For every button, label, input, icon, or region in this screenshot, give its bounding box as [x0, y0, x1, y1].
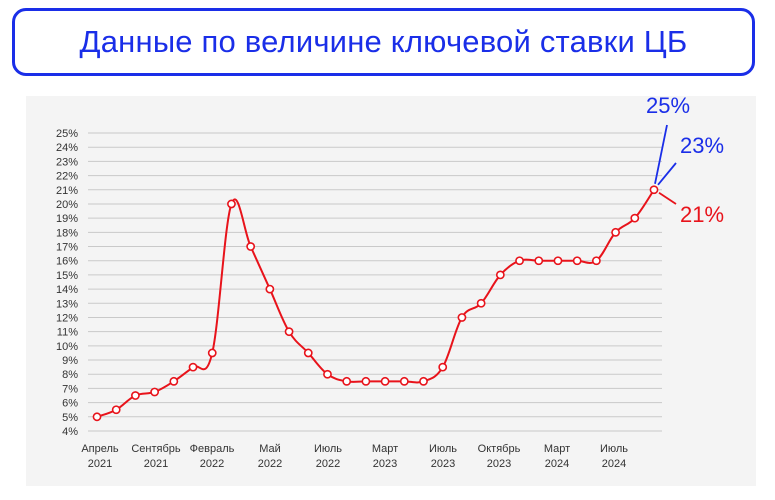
x-tick-label: Март [544, 443, 570, 455]
data-point [457, 313, 467, 322]
x-tick-label: Июль [314, 443, 342, 455]
data-point [342, 376, 352, 386]
y-tick-label: 12% [56, 312, 78, 324]
title-box: Данные по величине ключевой ставки ЦБ [12, 8, 755, 76]
x-tick-label: Март [372, 443, 398, 455]
data-point [111, 405, 121, 415]
x-tick-year: 2021 [88, 458, 112, 470]
annotation-21: 21% [680, 202, 724, 227]
x-tick-label: Октябрь [478, 443, 521, 455]
data-point [265, 284, 275, 294]
y-tick-label: 15% [56, 270, 78, 282]
y-tick-label: 14% [56, 284, 78, 296]
y-tick-label: 21% [56, 185, 78, 197]
x-tick-label: Апрель [81, 443, 119, 455]
data-point [611, 227, 620, 237]
y-tick-label: 19% [56, 213, 78, 225]
data-point [380, 376, 390, 386]
data-point [207, 348, 217, 358]
y-tick-label: 8% [62, 369, 78, 381]
annotation-25: 25% [646, 93, 690, 118]
data-point [323, 369, 332, 379]
x-tick-label: Июль [429, 443, 457, 455]
data-point [188, 362, 198, 372]
page-title: Данные по величине ключевой ставки ЦБ [79, 24, 688, 59]
y-tick-label: 13% [56, 298, 78, 310]
y-tick-label: 4% [62, 426, 78, 438]
y-tick-label: 7% [62, 383, 78, 395]
x-tick-year: 2022 [258, 458, 282, 470]
y-tick-label: 18% [56, 227, 78, 239]
x-tick-label: Июль [600, 443, 628, 455]
data-point [419, 376, 428, 386]
data-point [303, 348, 313, 358]
y-tick-label: 20% [56, 199, 78, 211]
data-point [649, 185, 659, 195]
y-tick-label: 22% [56, 171, 78, 183]
data-point [361, 376, 371, 386]
data-point [246, 242, 256, 251]
data-point [169, 376, 179, 386]
data-point [92, 412, 102, 422]
leader-23 [657, 162, 677, 186]
data-point [131, 391, 140, 400]
x-tick-year: 2023 [431, 458, 455, 470]
x-tick-year: 2023 [487, 458, 511, 470]
annotation-23: 23% [680, 133, 724, 158]
y-tick-label: 11% [57, 327, 78, 339]
y-tick-label: 5% [62, 412, 78, 424]
leader-21 [658, 192, 677, 205]
x-tick-label: Май [259, 443, 281, 455]
data-point [553, 256, 563, 266]
data-point [515, 256, 524, 266]
y-tick-label: 6% [62, 398, 78, 410]
data-point [572, 256, 582, 266]
y-tick-label: 9% [62, 355, 78, 367]
data-point [227, 199, 236, 209]
y-tick-label: 10% [56, 341, 78, 353]
x-tick-label: Сентябрь [131, 443, 181, 455]
data-point [591, 256, 601, 266]
data-point [630, 213, 640, 223]
data-point [495, 270, 505, 280]
x-tick-year: 2023 [373, 458, 397, 470]
y-tick-label: 17% [56, 242, 78, 254]
x-tick-year: 2021 [144, 458, 168, 470]
x-tick-year: 2024 [602, 458, 626, 470]
x-tick-year: 2022 [200, 458, 224, 470]
data-point [284, 327, 294, 337]
data-point [150, 387, 160, 397]
y-tick-label: 24% [56, 142, 78, 154]
data-point [438, 362, 448, 372]
y-tick-label: 25% [56, 128, 78, 140]
x-tick-year: 2024 [545, 458, 569, 470]
leader-25 [654, 124, 668, 184]
y-tick-label: 16% [56, 256, 78, 268]
data-point [399, 376, 409, 386]
data-point [534, 256, 544, 266]
x-tick-label: Февраль [190, 443, 235, 455]
y-tick-label: 23% [56, 156, 78, 168]
x-tick-year: 2022 [316, 458, 340, 470]
data-point [476, 298, 486, 308]
